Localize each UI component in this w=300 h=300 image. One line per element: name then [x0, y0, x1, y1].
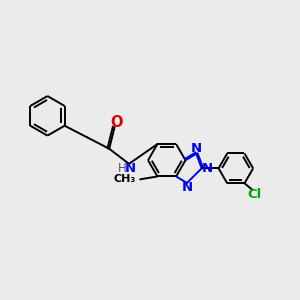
Text: N: N — [191, 142, 202, 155]
Text: N: N — [202, 162, 213, 175]
Text: N: N — [125, 162, 136, 175]
Text: CH₃: CH₃ — [114, 174, 136, 184]
Text: N: N — [182, 182, 193, 194]
Text: O: O — [110, 115, 122, 130]
Text: H: H — [118, 162, 127, 175]
Text: Cl: Cl — [248, 188, 262, 201]
